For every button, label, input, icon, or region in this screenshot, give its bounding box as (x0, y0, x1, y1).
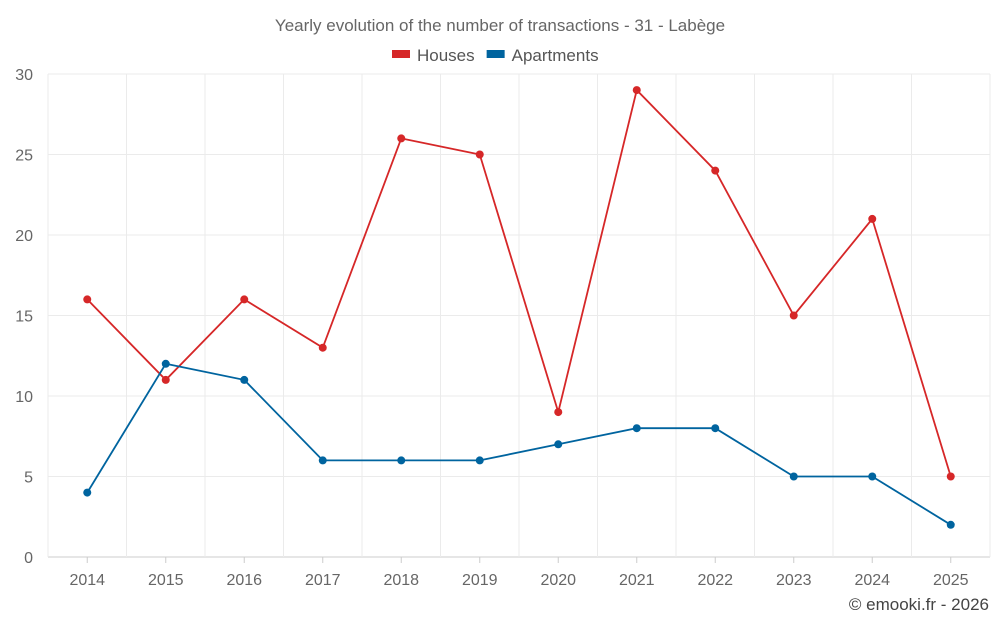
houses-point (946, 472, 955, 481)
apartments-point (711, 424, 720, 433)
apartments-point (789, 472, 798, 481)
x-tick-label: 2017 (305, 572, 341, 589)
y-tick-label: 20 (15, 228, 33, 245)
houses-point (632, 86, 641, 95)
apartments-point (83, 488, 92, 497)
legend: Houses Apartments (392, 46, 599, 65)
houses-point (83, 295, 92, 304)
apartments-legend-label: Apartments (512, 46, 599, 65)
x-tick-label: 2016 (226, 572, 262, 589)
houses-point (868, 214, 877, 223)
houses-point (789, 311, 798, 320)
houses-point (240, 295, 249, 304)
apartments-point (632, 424, 641, 433)
x-tick-label: 2014 (69, 572, 105, 589)
houses-point (318, 343, 327, 352)
apartments-point (161, 359, 170, 368)
houses-legend-swatch (392, 50, 410, 58)
x-tick-label: 2020 (540, 572, 576, 589)
x-tick-label: 2022 (697, 572, 733, 589)
x-tick-label: 2024 (854, 572, 890, 589)
apartments-legend-swatch (486, 50, 505, 58)
apartments-line (86, 362, 952, 526)
houses-point (554, 408, 563, 417)
credit: © emooki.fr - 2026 (849, 595, 989, 614)
x-tick-label: 2025 (933, 572, 969, 589)
grid (47, 73, 991, 558)
y-tick-label: 0 (24, 550, 33, 567)
apartments-point (240, 375, 249, 384)
apartments-point (318, 456, 327, 465)
x-tick-label: 2023 (776, 572, 812, 589)
y-axis: 0 5 10 15 20 25 30 (15, 67, 33, 567)
houses-line (86, 88, 952, 477)
y-tick-label: 30 (15, 67, 33, 84)
y-tick-label: 25 (15, 148, 33, 165)
apartments-point (946, 520, 955, 529)
y-tick-label: 5 (24, 470, 33, 487)
houses-point (711, 166, 720, 175)
x-axis: 2014 2015 2016 2017 2018 2019 2020 2021 2022 2023… (69, 557, 969, 589)
apartments-point (554, 440, 563, 449)
x-tick-label: 2021 (619, 572, 655, 589)
apartments-point (475, 456, 484, 465)
y-tick-label: 10 (15, 389, 33, 406)
houses-legend-label: Houses (417, 46, 475, 65)
y-tick-label: 15 (15, 309, 33, 326)
x-tick-label: 2019 (462, 572, 498, 589)
apartments-point (868, 472, 877, 481)
houses-point (397, 134, 406, 143)
series-layer (83, 86, 955, 529)
apartments-point (397, 456, 406, 465)
chart-title: Yearly evolution of the number of transa… (275, 16, 725, 35)
houses-point (475, 150, 484, 159)
x-tick-label: 2015 (148, 572, 184, 589)
houses-point (161, 375, 170, 384)
x-tick-label: 2018 (383, 572, 419, 589)
